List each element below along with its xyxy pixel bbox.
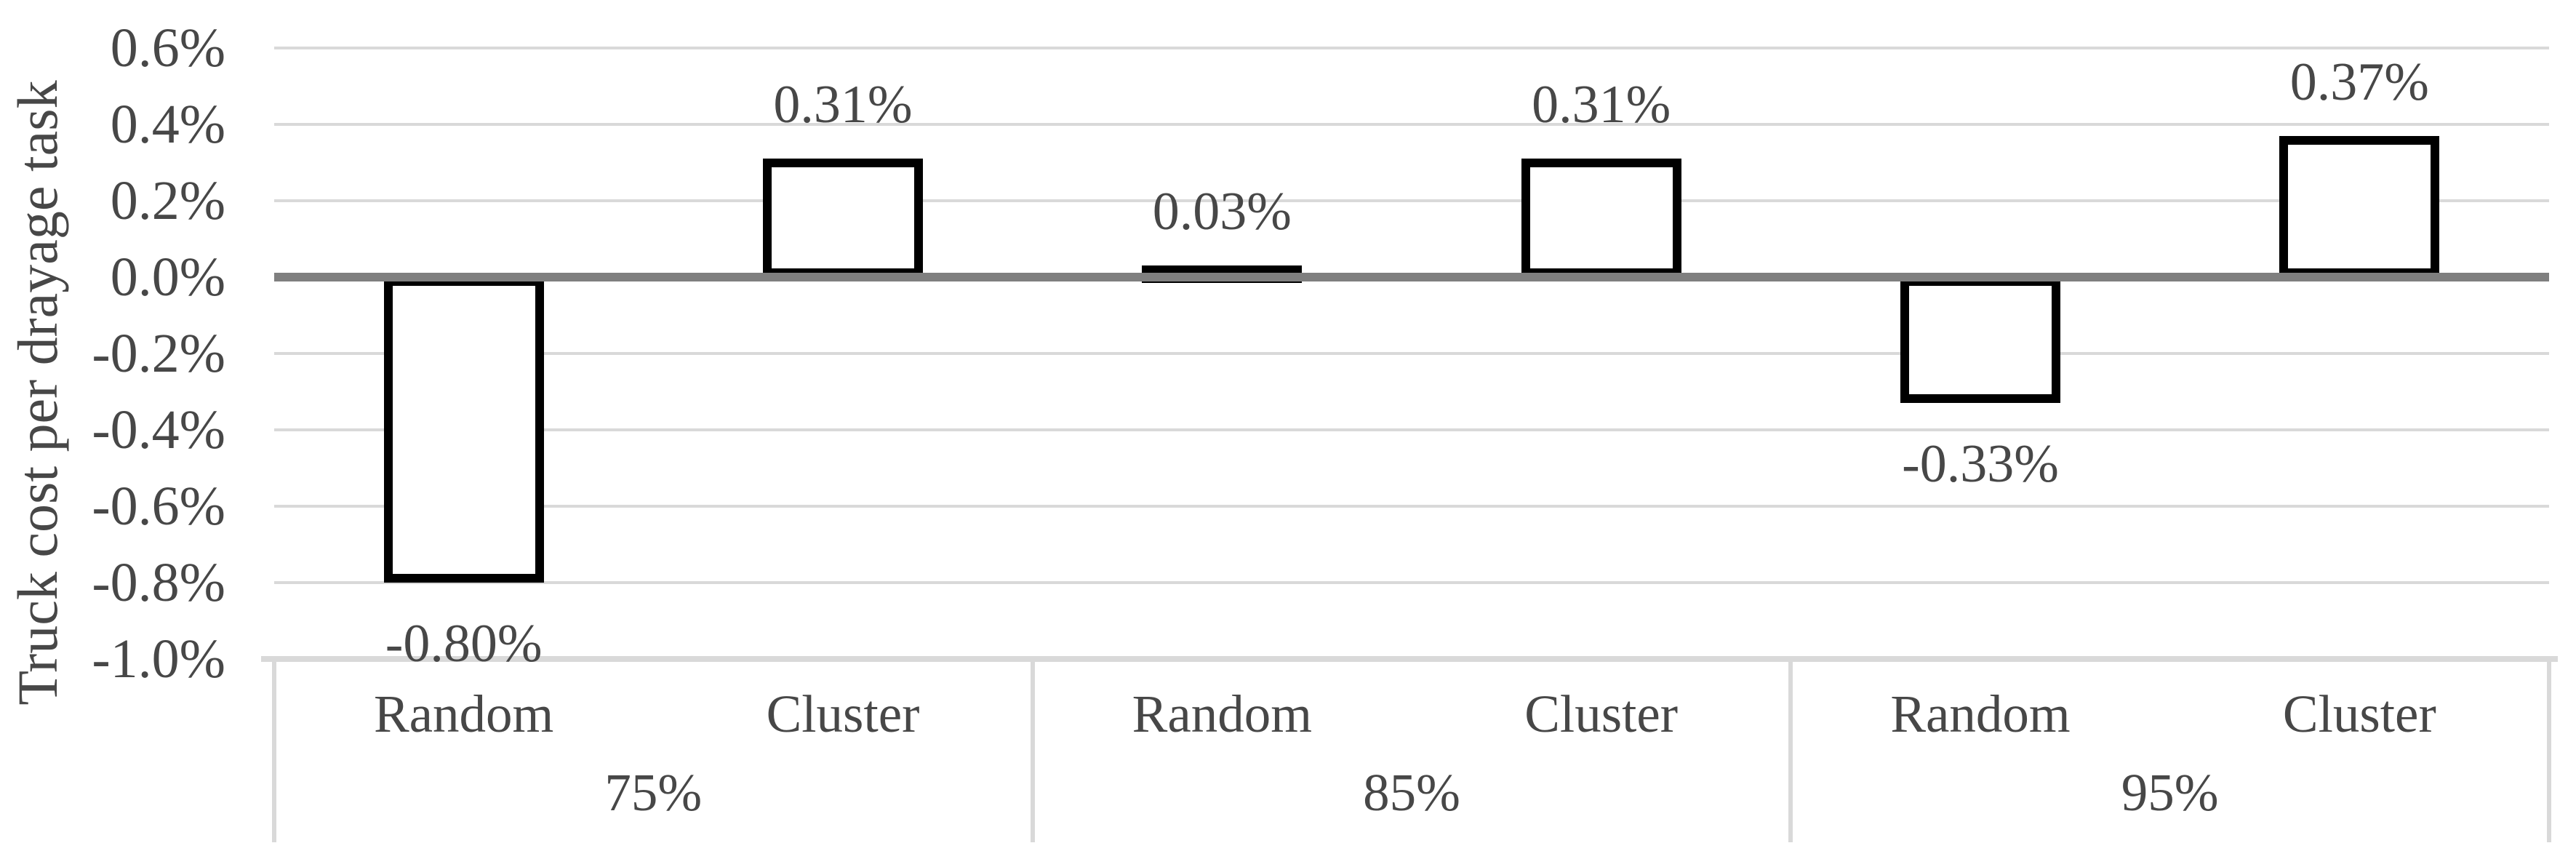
gridline — [274, 47, 2549, 49]
bar-value-label: -0.33% — [1902, 434, 2059, 494]
gridline — [274, 505, 2549, 508]
gridline — [274, 581, 2549, 584]
gridline — [274, 352, 2549, 355]
y-tick-label: 0.6% — [110, 17, 225, 79]
category-label: Cluster — [1524, 684, 1679, 743]
bar-value-label: 0.31% — [1532, 75, 1671, 135]
bar-75%-random — [383, 277, 544, 583]
bar-95%-random — [1900, 277, 2060, 403]
y-tick-label: 0.2% — [110, 170, 225, 231]
y-tick-label: 0.0% — [110, 247, 225, 308]
bar-value-label: 0.31% — [773, 75, 913, 135]
bar-value-label: 0.37% — [2289, 52, 2429, 112]
x-axis-group-divider — [1030, 656, 1035, 842]
zero-axis-line — [274, 273, 2549, 281]
x-axis-group-divider — [1788, 656, 1793, 842]
x-axis-top-border — [261, 656, 2558, 662]
y-tick-label: -0.4% — [92, 399, 225, 460]
category-label: Cluster — [2282, 684, 2436, 743]
bar-75%-cluster — [763, 159, 923, 277]
x-axis-group-divider — [272, 656, 276, 842]
category-label: Cluster — [766, 684, 920, 743]
y-tick-label: -1.0% — [92, 628, 225, 690]
y-tick-label: 0.4% — [110, 94, 225, 155]
y-tick-label: -0.2% — [92, 323, 225, 384]
bar-value-label: 0.03% — [1152, 182, 1292, 241]
bar-value-label: -0.80% — [385, 614, 543, 674]
category-label: Random — [373, 684, 554, 743]
group-label: 95% — [2121, 763, 2219, 822]
category-label: Random — [1890, 684, 2071, 743]
bar-85%-cluster — [1521, 159, 1681, 277]
x-axis-group-divider — [2547, 656, 2551, 842]
group-label: 75% — [604, 763, 703, 822]
gridline — [274, 123, 2549, 126]
group-label: 85% — [1363, 763, 1460, 822]
category-label: Random — [1132, 684, 1313, 743]
y-tick-label: -0.8% — [92, 552, 225, 613]
y-tick-label: -0.6% — [92, 476, 225, 537]
bar-95%-cluster — [2279, 136, 2440, 277]
gridline — [274, 199, 2549, 202]
gridline — [274, 428, 2549, 431]
